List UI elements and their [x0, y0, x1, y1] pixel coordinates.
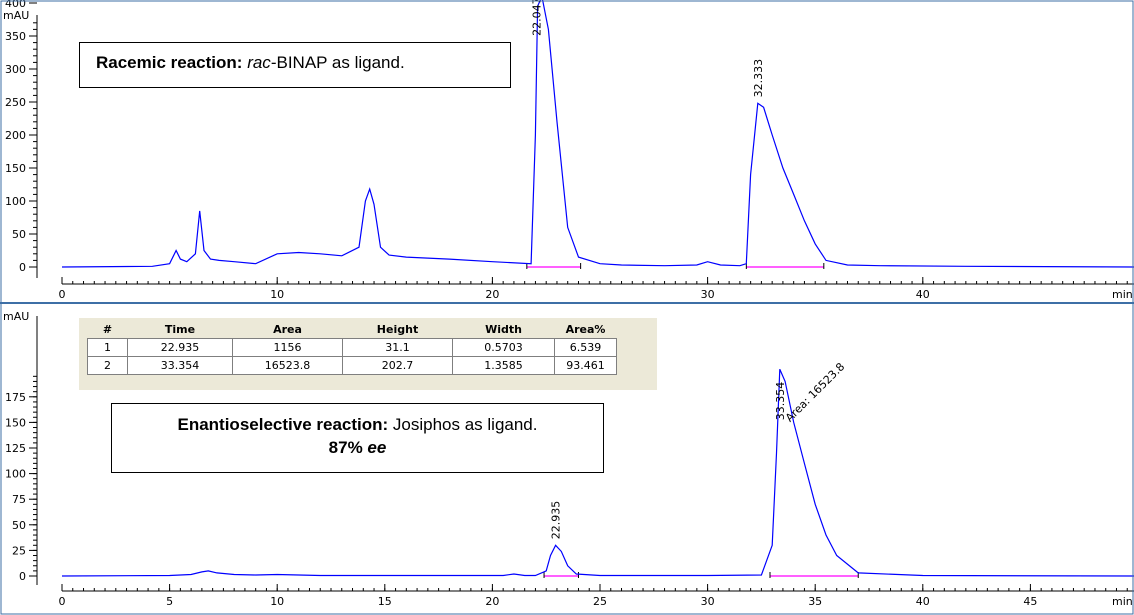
x-tick-label: 40 — [916, 595, 930, 608]
y-tick-label: 150 — [5, 416, 26, 429]
table-cell: 6.539 — [554, 338, 617, 357]
chromatogram-trace — [61, 368, 1134, 577]
table-cell: 93.461 — [554, 356, 617, 375]
table-cell: 16523.8 — [232, 356, 343, 375]
note1-rest-text: -BINAP as ligand. — [270, 53, 405, 72]
table-row: 1 22.935 1156 31.1 0.5703 6.539 — [87, 338, 617, 357]
y-tick-label: 50 — [12, 519, 26, 532]
x-tick-label: 30 — [701, 595, 715, 608]
y-tick-label: 100 — [5, 468, 26, 481]
x-tick-label: 25 — [593, 595, 607, 608]
x-tick-label: 0 — [59, 595, 66, 608]
y-tick-label: 75 — [12, 493, 26, 506]
peak-table-header: # — [102, 323, 113, 336]
x-tick-label: 20 — [485, 595, 499, 608]
peak-table-header-row: # Time Area Height Width Area% — [88, 321, 617, 339]
table-cell: 1156 — [232, 338, 343, 357]
y-tick-label: 0 — [19, 261, 26, 274]
chromatogram-trace — [61, 0, 1134, 268]
note2-rest-text: Josiphos as ligand. — [388, 415, 538, 434]
y-tick-label: 300 — [5, 63, 26, 76]
y-tick-label: 150 — [5, 162, 26, 175]
x-tick-label: 35 — [808, 595, 822, 608]
table-row: 2 33.354 16523.8 202.7 1.3585 93.461 — [87, 356, 617, 375]
peak-table-header: Time — [164, 323, 196, 336]
y-tick-label: 200 — [5, 129, 26, 142]
x-tick-label: 0 — [59, 288, 66, 301]
racemic-note-box: Racemic reaction: rac-BINAP as ligand. — [79, 42, 511, 88]
table-cell: 0.5703 — [452, 338, 555, 357]
y-tick-label: 100 — [5, 195, 26, 208]
y-tick-label: 250 — [5, 96, 26, 109]
x-unit-label: min — [1112, 288, 1133, 301]
peak-table-header: Area — [273, 323, 302, 336]
table-cell: 22.935 — [127, 338, 233, 357]
y-tick-label: 0 — [19, 570, 26, 583]
table-cell: 1 — [87, 338, 128, 357]
x-tick-label: 20 — [485, 288, 499, 301]
peak-table-header: Width — [485, 323, 522, 336]
y-tick-label: 175 — [5, 391, 26, 404]
note1-bold-text: Racemic reaction: — [96, 53, 243, 72]
x-tick-label: 30 — [701, 288, 715, 301]
x-tick-label: 10 — [270, 288, 284, 301]
peak-retention-label: 32.333 — [752, 59, 765, 98]
peak-area-label: Area: 16523.8 — [783, 360, 847, 424]
x-unit-label: min — [1112, 595, 1133, 608]
peak-table: # Time Area Height Width Area% 1 22.935 … — [87, 321, 617, 375]
table-cell: 202.7 — [342, 356, 453, 375]
note2-ee-value: 87% — [328, 438, 368, 457]
table-cell: 1.3585 — [452, 356, 555, 375]
peak-retention-label: 33.354 — [774, 382, 787, 421]
table-cell: 2 — [87, 356, 128, 375]
x-tick-label: 15 — [378, 595, 392, 608]
x-tick-label: 40 — [916, 288, 930, 301]
enantioselective-note-box: Enantioselective reaction: Josiphos as l… — [111, 403, 604, 473]
y-unit-label: mAU — [3, 310, 29, 323]
y-tick-label: 50 — [12, 228, 26, 241]
note2-bold-text: Enantioselective reaction: — [177, 415, 389, 434]
y-tick-label: 125 — [5, 442, 26, 455]
y-tick-label: 400 — [5, 0, 26, 10]
table-cell: 31.1 — [342, 338, 453, 357]
y-tick-label: 350 — [5, 30, 26, 43]
note2-ee-label: ee — [367, 438, 387, 457]
peak-table-header: Height — [376, 323, 419, 336]
table-cell: 33.354 — [127, 356, 233, 375]
x-tick-label: 45 — [1023, 595, 1037, 608]
note1-italic-text: rac — [247, 53, 271, 72]
peak-table-header: Area% — [565, 323, 606, 336]
y-unit-label: mAU — [3, 9, 29, 22]
x-tick-label: 5 — [166, 595, 173, 608]
x-tick-label: 10 — [270, 595, 284, 608]
y-tick-label: 25 — [12, 544, 26, 557]
peak-table-panel: # Time Area Height Width Area% 1 22.935 … — [79, 318, 657, 390]
peak-retention-label: 22.047 — [530, 0, 543, 36]
peak-retention-label: 22.935 — [550, 501, 563, 540]
